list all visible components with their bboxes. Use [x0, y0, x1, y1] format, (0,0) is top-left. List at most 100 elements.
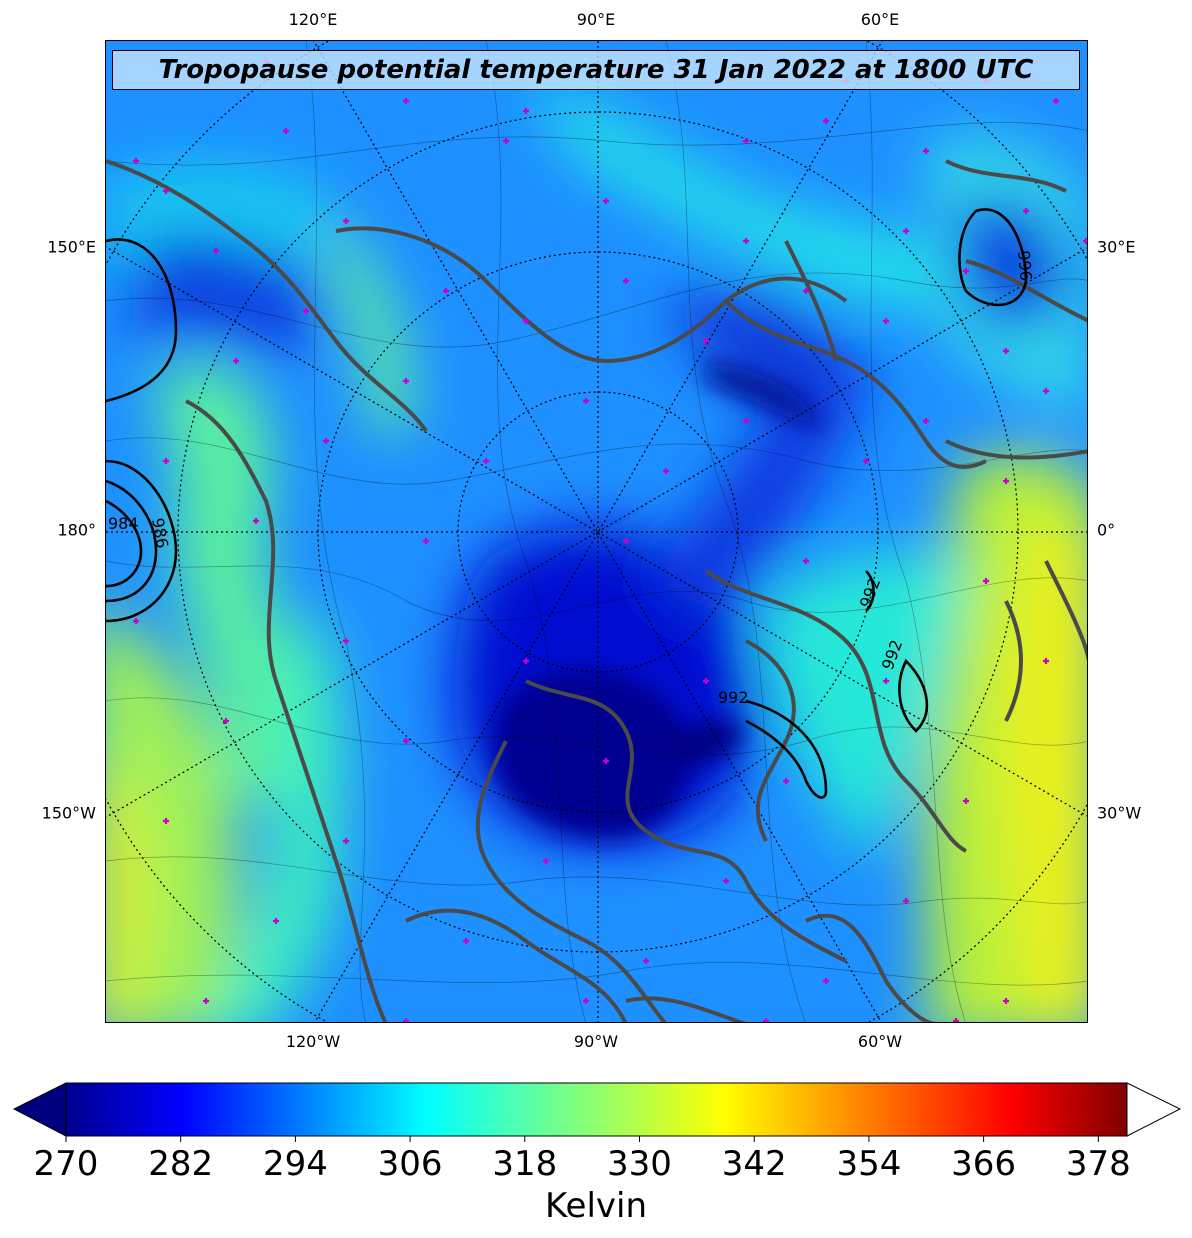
station-marker	[823, 118, 829, 124]
station-marker	[703, 338, 709, 344]
station-marker	[403, 738, 409, 744]
colorbar-tick-label: 366	[951, 1144, 1017, 1184]
station-marker	[1003, 348, 1009, 354]
map-panel: 984 986 992 992 996 992	[105, 40, 1088, 1023]
station-marker	[1003, 478, 1009, 484]
title-box: Tropopause potential temperature 31 Jan …	[112, 50, 1080, 90]
lon-label-top: 90°E	[576, 10, 616, 29]
station-marker	[583, 998, 589, 1004]
colorbar-over-triangle	[1126, 1082, 1182, 1137]
station-marker	[163, 458, 169, 464]
colorbar-tick-label: 270	[33, 1144, 99, 1184]
station-marker	[963, 798, 969, 804]
colorbar-unit: Kelvin	[544, 1186, 648, 1226]
green-band-north	[326, 221, 412, 441]
station-marker	[343, 218, 349, 224]
warm-core-east	[999, 511, 1087, 1021]
map-field: 984 986 992 992 996 992	[106, 41, 1087, 1022]
station-marker	[703, 678, 709, 684]
coastlines	[106, 159, 1087, 1022]
station-marker	[1083, 238, 1087, 244]
station-marker	[883, 318, 889, 324]
station-marker	[603, 198, 609, 204]
cold-ridge-ne	[646, 341, 876, 621]
station-marker	[163, 818, 169, 824]
lon-label-top: 120°E	[288, 10, 338, 29]
green-band-west	[156, 364, 306, 801]
lon-label-bottom: 120°W	[285, 1032, 341, 1051]
station-marker	[283, 128, 289, 134]
colorbar	[12, 1082, 1182, 1142]
station-marker	[253, 518, 259, 524]
contour-label: 996	[1014, 250, 1036, 282]
station-marker	[163, 188, 169, 194]
station-marker	[543, 858, 549, 864]
station-marker	[583, 398, 589, 404]
station-marker	[623, 278, 629, 284]
lat-label-left: 150°E	[47, 237, 96, 257]
station-marker	[923, 148, 929, 154]
station-marker	[823, 978, 829, 984]
cold-core-arm	[666, 720, 746, 765]
green-band-sw	[208, 601, 344, 1022]
station-marker	[743, 238, 749, 244]
station-marker	[883, 678, 889, 684]
cold-region-ne-lobe	[955, 199, 1066, 329]
station-marker	[303, 308, 309, 314]
station-marker	[783, 778, 789, 784]
warm-core-west	[106, 766, 149, 1022]
contour-label: 992	[718, 688, 749, 707]
cyan-band-right	[766, 553, 966, 861]
lat-label-right: 30°E	[1097, 237, 1136, 257]
lat-label-right: 0°	[1097, 520, 1116, 540]
station-marker	[403, 378, 409, 384]
station-marker	[523, 318, 529, 324]
station-marker	[213, 248, 219, 254]
station-marker	[743, 418, 749, 424]
station-marker	[343, 638, 349, 644]
station-marker	[133, 618, 139, 624]
station-markers	[133, 58, 1087, 1022]
map-title: Tropopause potential temperature 31 Jan …	[158, 55, 1034, 85]
cold-streak	[706, 361, 826, 431]
colorbar-tick-label: 294	[262, 1144, 328, 1184]
station-marker	[983, 578, 989, 584]
station-marker	[1053, 98, 1059, 104]
colorbar-gradient	[65, 1082, 1128, 1137]
colorbar-tick-label: 330	[607, 1144, 672, 1184]
station-marker	[523, 108, 529, 114]
cold-region-north	[666, 293, 846, 409]
station-marker	[523, 658, 529, 664]
station-marker	[1043, 388, 1049, 394]
station-marker	[863, 458, 869, 464]
station-marker	[803, 288, 809, 294]
station-marker	[723, 878, 729, 884]
graticule	[106, 41, 1087, 1022]
lat-label-right: 30°W	[1097, 803, 1142, 823]
pressure-contours	[106, 208, 1028, 799]
cold-core	[493, 669, 691, 839]
station-marker	[133, 158, 139, 164]
colorbar-tick-label: 318	[492, 1144, 558, 1184]
station-marker	[623, 538, 629, 544]
contour-label-layer: 984 986 992 992 996 992	[108, 250, 1036, 707]
station-marker	[603, 758, 609, 764]
lon-label-top: 60°E	[860, 10, 900, 29]
station-marker	[463, 938, 469, 944]
station-marker	[903, 228, 909, 234]
colorbar-tick-label: 342	[721, 1144, 787, 1184]
station-marker	[1043, 658, 1049, 664]
station-marker	[1003, 998, 1009, 1004]
station-marker	[803, 558, 809, 564]
lat-label-left: 150°W	[41, 803, 96, 823]
lat-label-left: 180°	[57, 520, 96, 540]
station-marker	[743, 138, 749, 144]
station-marker	[323, 438, 329, 444]
station-marker	[273, 918, 279, 924]
colorbar-tick-label: 354	[836, 1144, 902, 1184]
station-marker	[403, 1018, 409, 1022]
colorbar-tick-label: 306	[377, 1144, 443, 1184]
isolines	[106, 41, 1087, 1022]
contour-label: 984	[108, 514, 139, 533]
station-marker	[233, 358, 239, 364]
